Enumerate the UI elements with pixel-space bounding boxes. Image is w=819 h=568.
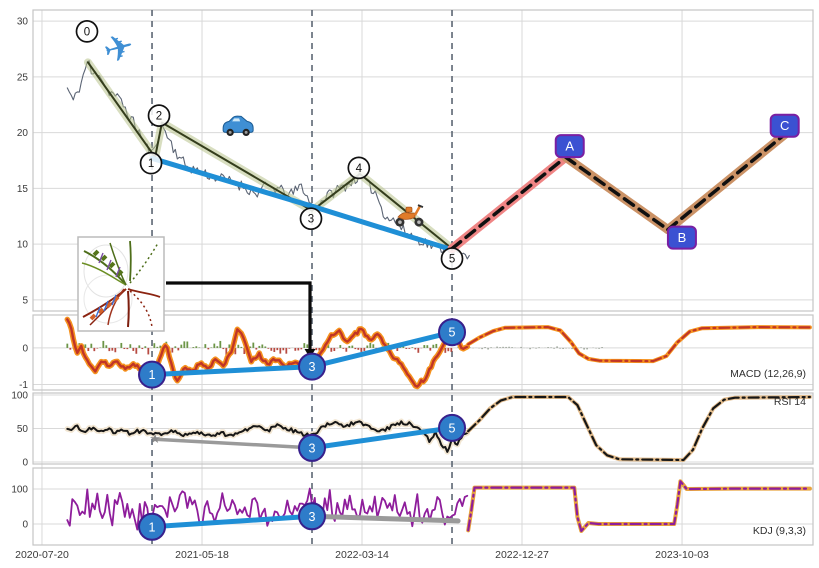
abc-badge-B	[666, 225, 697, 250]
data-series	[64, 58, 812, 533]
abc-projection-0A	[450, 155, 568, 251]
x-tick-label: 2022-12-27	[495, 549, 549, 561]
wave-point-markers: ★ 0 1 2 3 4 5 1 3 5 3 5 1 3 A B C	[75, 20, 800, 541]
kdj-point-circle-3	[298, 502, 327, 531]
y-tick-label: -1	[19, 380, 28, 391]
y-tick-label: 100	[11, 391, 28, 402]
y-tick-label: 10	[17, 240, 29, 251]
rsi-panel-border	[32, 392, 814, 465]
axis-tick-labels: 2020-07-20 2021-05-18 2022-03-14 2022-12-27…	[11, 17, 709, 561]
wave-circle-0	[75, 20, 99, 43]
macd-projection	[467, 326, 811, 363]
abc-projection-AB	[563, 155, 670, 232]
price-panel-border	[32, 9, 814, 312]
point-circle-label: 5	[449, 326, 456, 340]
wave-circle-3	[299, 207, 323, 231]
macd-point-circle-3	[298, 352, 327, 381]
kdj-point-circle-1	[138, 512, 167, 541]
y-tick-label: 50	[17, 424, 29, 435]
wave-circle-label: 3	[308, 214, 314, 226]
wave-circle-label: 2	[156, 111, 162, 123]
y-tick-label: 0	[22, 343, 28, 354]
price-trendline	[149, 155, 455, 253]
rsi-projection	[467, 395, 811, 462]
wave-circle-label: 5	[449, 254, 455, 266]
y-tick-label: 0	[22, 520, 28, 531]
kdj-trend-gray	[309, 513, 461, 524]
rsi-trend-blue	[309, 425, 455, 451]
y-tick-label: 25	[17, 72, 29, 83]
y-tick-label: 20	[17, 128, 29, 139]
panel-borders	[32, 9, 814, 546]
rsi-line	[66, 420, 469, 453]
point-circle-label: 3	[309, 441, 316, 455]
wave-circle-5	[440, 247, 464, 270]
abc-badge-C	[769, 113, 800, 138]
abc-badge-label: B	[678, 230, 687, 245]
rsi-trend-gray	[153, 437, 314, 450]
wave-circle-label: 4	[356, 163, 363, 175]
rsi-panel-label: RSI 14	[773, 396, 806, 408]
abc-projection-BC	[666, 131, 788, 232]
wave-circle-label: 1	[148, 158, 154, 170]
macd-panel-border	[32, 314, 814, 391]
kdj-panel-border	[32, 467, 814, 546]
macd-point-circle-5	[438, 318, 467, 347]
point-circle-label: 3	[309, 360, 316, 374]
wave-circle-2	[147, 104, 171, 127]
wave-circle-label: 0	[84, 26, 90, 38]
x-tick-label: 2020-07-20	[15, 549, 69, 561]
point-circle-label: 1	[149, 368, 156, 382]
rsi-point-circle-5	[438, 413, 467, 442]
kdj-projection	[467, 480, 811, 533]
rsi-point-circle-3	[298, 433, 327, 462]
rsi-star-marker: ★	[149, 431, 161, 446]
y-tick-label: 100	[11, 485, 28, 496]
inset-annotation-arrow	[166, 281, 312, 350]
macd-point-circle-1	[138, 360, 167, 389]
kdj-trend-blue	[149, 513, 315, 530]
wave-circle-1	[139, 151, 163, 175]
abc-badge-label: A	[565, 139, 574, 154]
abc-badge-A	[554, 134, 585, 159]
kdj-panel-label: KDJ (9,3,3)	[752, 525, 806, 537]
y-tick-label: 15	[17, 184, 29, 195]
point-circle-label: 1	[149, 520, 156, 534]
y-tick-label: 30	[17, 17, 29, 28]
macd-line	[66, 318, 469, 388]
y-tick-label: 0	[22, 457, 28, 468]
wave-circle-4	[347, 156, 371, 180]
inset-butterfly-pattern	[81, 240, 161, 328]
x-tick-label: 2023-10-03	[655, 549, 709, 561]
y-tick-label: 5	[22, 295, 28, 306]
x-tick-label: 2022-03-14	[335, 549, 389, 561]
abc-badge-label: C	[780, 118, 789, 133]
x-tick-label: 2021-05-18	[175, 549, 229, 561]
elliott-wave-line	[87, 61, 453, 250]
kdj-line	[66, 487, 469, 531]
inset-pattern-thumbnail	[77, 236, 165, 332]
point-circle-label: 5	[449, 421, 456, 435]
point-circle-label: 3	[309, 510, 316, 524]
macd-panel-label: MACD (12,26,9)	[730, 368, 806, 380]
